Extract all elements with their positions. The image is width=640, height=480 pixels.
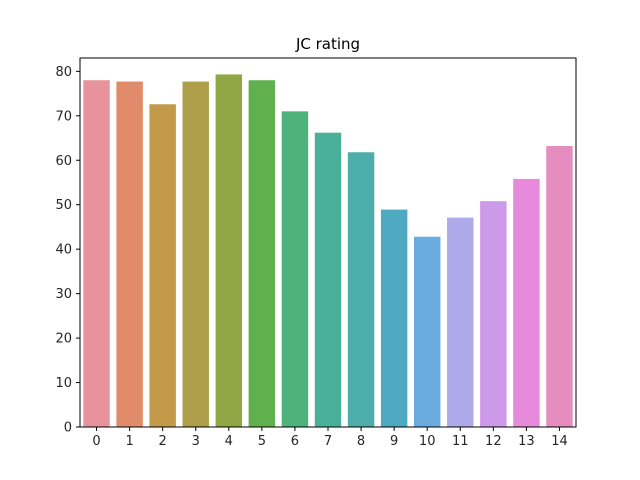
bar-6 (281, 111, 309, 427)
x-tick-label: 8 (357, 434, 365, 449)
x-tick-label: 4 (225, 434, 233, 449)
x-tick-label: 2 (159, 434, 167, 449)
x-tick-label: 10 (419, 434, 436, 449)
bars-group (83, 74, 573, 428)
x-tick-label: 11 (452, 434, 469, 449)
y-tick-label: 50 (55, 198, 72, 213)
x-tick-label: 6 (291, 434, 299, 449)
bar-7 (314, 132, 342, 428)
bar-9 (380, 209, 408, 427)
chart-title: JC rating (295, 35, 360, 53)
bar-13 (513, 178, 540, 427)
x-axis: 0 1 2 3 4 5 6 7 8 9 10 11 12 13 14 (92, 427, 568, 449)
bar-12 (480, 201, 507, 427)
bar-5 (248, 80, 276, 427)
bar-0 (83, 80, 110, 427)
y-tick-label: 40 (55, 243, 72, 258)
x-tick-label: 1 (125, 434, 133, 449)
x-tick-label: 3 (192, 434, 200, 449)
y-tick-label: 70 (55, 109, 72, 124)
bar-3 (182, 81, 209, 427)
y-tick-label: 10 (55, 376, 72, 391)
y-tick-label: 80 (55, 65, 72, 80)
y-tick-label: 0 (64, 421, 72, 436)
plot-frame (79, 57, 577, 428)
bar-14 (546, 146, 573, 428)
x-tick-label: 13 (518, 434, 535, 449)
bar-1 (116, 81, 143, 427)
bar-10 (413, 236, 441, 427)
bar-4 (215, 74, 243, 427)
x-tick-label: 14 (551, 434, 568, 449)
bar-8 (347, 152, 375, 427)
x-tick-label: 9 (390, 434, 398, 449)
x-tick-label: 5 (258, 434, 266, 449)
y-axis: 0 10 20 30 40 50 60 70 80 (55, 65, 80, 436)
bar-2 (149, 104, 176, 427)
x-tick-label: 12 (485, 434, 502, 449)
y-tick-label: 20 (55, 332, 72, 347)
x-tick-label: 0 (92, 434, 100, 449)
bar-11 (447, 217, 474, 427)
x-tick-label: 7 (324, 434, 332, 449)
y-tick-label: 60 (55, 154, 72, 169)
y-tick-label: 30 (55, 287, 72, 302)
